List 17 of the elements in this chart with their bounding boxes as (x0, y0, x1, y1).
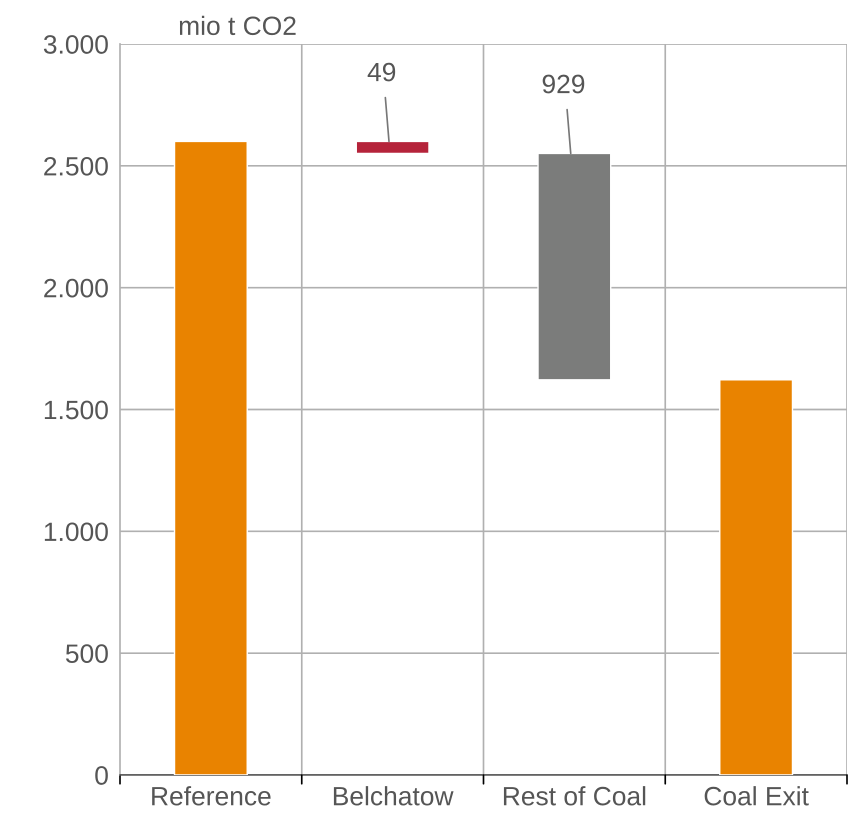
data-label: 49 (368, 62, 396, 82)
x-tick-label: Reference (152, 786, 271, 806)
bar (174, 140, 248, 775)
bar (356, 140, 430, 154)
x-tick-label: Rest of Coal (504, 786, 646, 806)
y-tick-label: 2.000 (44, 278, 108, 298)
y-axis-title: mio t CO2 (180, 16, 296, 36)
x-tick-label: Coal Exit (704, 786, 809, 806)
y-tick-label: 2.500 (44, 156, 108, 176)
y-tick-label: 1.500 (44, 400, 108, 420)
x-tick-label: Belchatow (334, 786, 454, 806)
y-tick-label: 0 (95, 766, 108, 785)
data-label: 929 (542, 74, 584, 94)
y-tick-label: 500 (66, 644, 108, 663)
y-tick-label: 3.000 (44, 35, 108, 54)
bar (719, 379, 794, 775)
y-tick-label: 1.000 (44, 522, 108, 542)
